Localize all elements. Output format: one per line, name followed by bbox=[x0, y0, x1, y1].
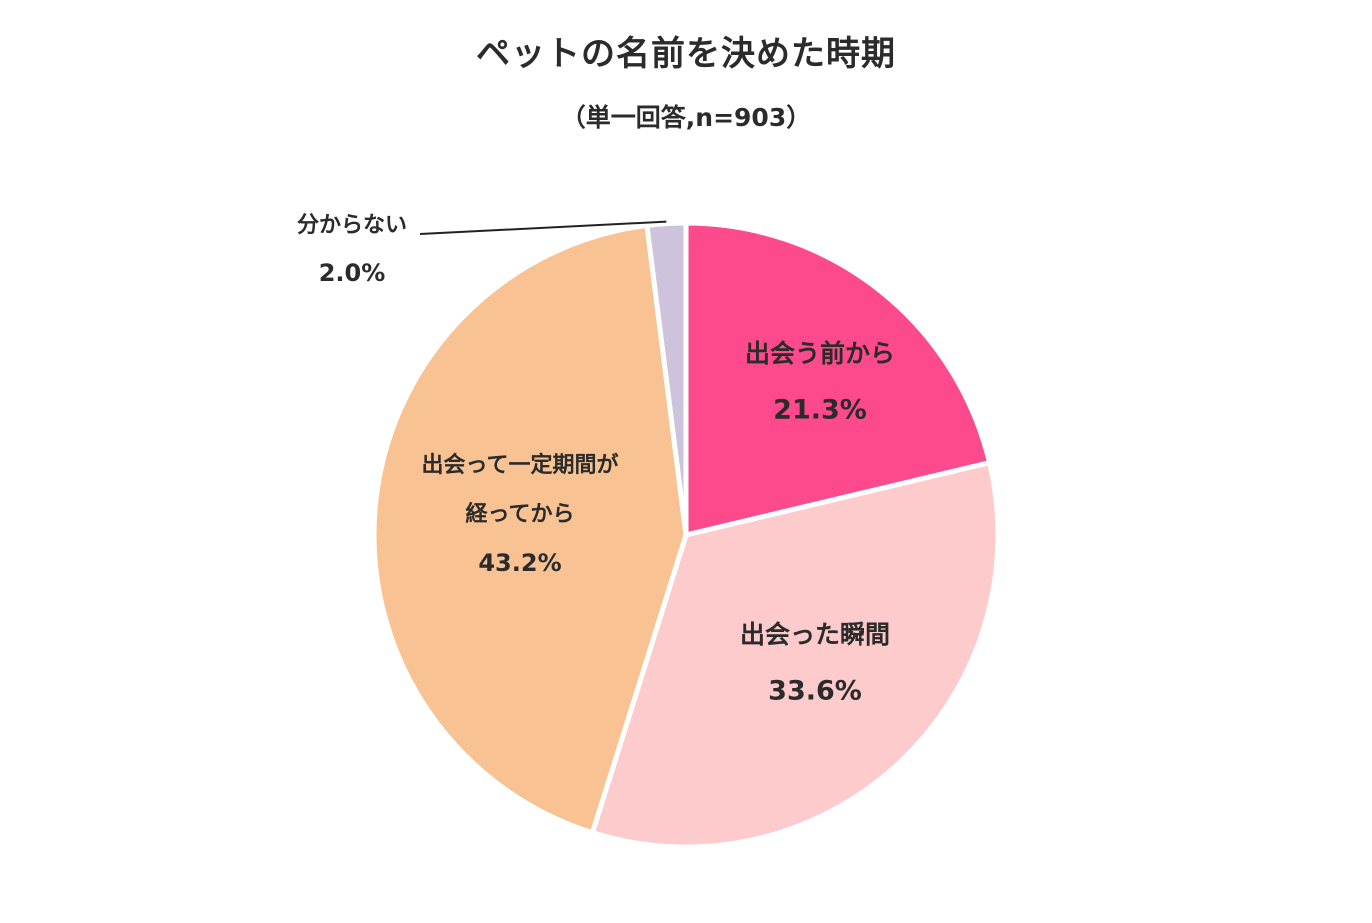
chart-subtitle: （単一回答,n=903） bbox=[560, 103, 812, 132]
slice-label: 出会う前から bbox=[745, 339, 895, 368]
pie-slice bbox=[644, 220, 689, 538]
pie-slice bbox=[589, 460, 1001, 850]
pie-slice bbox=[371, 222, 689, 836]
slice-value-label: 43.2% bbox=[478, 549, 561, 577]
chart-title: ペットの名前を決めた時期 bbox=[476, 34, 896, 74]
slice-value-label: 2.0% bbox=[319, 259, 386, 287]
slice-label: 出会って一定期間が bbox=[422, 452, 619, 478]
pie-slice bbox=[683, 220, 993, 538]
slice-label: 経ってから bbox=[466, 501, 575, 527]
slice-label: 出会った瞬間 bbox=[740, 620, 890, 649]
slice-label: 分からない bbox=[297, 213, 407, 238]
slice-value-label: 33.6% bbox=[768, 676, 862, 707]
slice-value-label: 21.3% bbox=[773, 395, 867, 426]
leader-line bbox=[419, 220, 667, 235]
